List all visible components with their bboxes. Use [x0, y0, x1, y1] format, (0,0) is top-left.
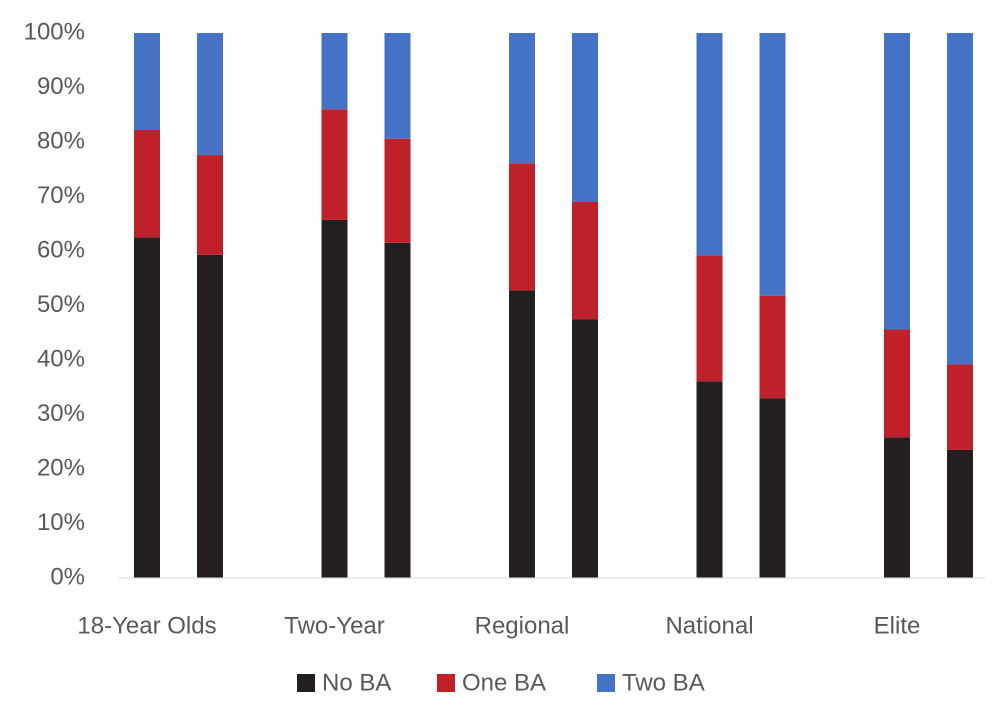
- bar-segment: [947, 364, 973, 450]
- bar-segment: [384, 138, 411, 243]
- x-tick-label: Regional: [475, 612, 570, 639]
- legend-label: One BA: [462, 669, 546, 696]
- bar-segment: [197, 155, 223, 255]
- y-tick-label: 40%: [37, 345, 85, 372]
- bar-segment: [509, 163, 535, 291]
- legend-swatch: [597, 674, 615, 692]
- y-tick-label: 20%: [37, 454, 85, 481]
- bar-segment: [759, 398, 786, 578]
- y-tick-label: 70%: [37, 182, 85, 209]
- y-tick-label: 90%: [37, 73, 85, 100]
- bar-segment: [759, 33, 786, 296]
- x-tick-label: 18-Year Olds: [77, 612, 216, 639]
- y-tick-label: 0%: [50, 563, 85, 590]
- bar-segment: [134, 33, 160, 131]
- y-tick-label: 10%: [37, 509, 85, 536]
- bar-segment: [134, 130, 160, 238]
- bar-segment: [509, 33, 535, 164]
- bar-segment: [947, 33, 973, 365]
- y-tick-label: 50%: [37, 291, 85, 318]
- bar-segment: [572, 319, 598, 578]
- x-tick-label: Elite: [874, 612, 921, 639]
- bar-segment: [384, 242, 411, 578]
- bar-segment: [572, 33, 598, 202]
- bar-segment: [134, 237, 160, 578]
- legend-label: No BA: [322, 669, 391, 696]
- y-tick-label: 60%: [37, 236, 85, 263]
- y-tick-label: 30%: [37, 400, 85, 427]
- x-tick-label: National: [665, 612, 753, 639]
- bar-segment: [884, 437, 910, 578]
- bar-segment: [884, 33, 910, 330]
- bar-segment: [696, 33, 723, 256]
- bar-segment: [572, 201, 598, 320]
- y-tick-label: 100%: [24, 18, 85, 45]
- bar-segment: [321, 33, 348, 110]
- bar-segment: [509, 290, 535, 578]
- bar-segment: [947, 449, 973, 578]
- bar-segment: [197, 33, 223, 156]
- y-tick-label: 80%: [37, 127, 85, 154]
- x-tick-label: Two-Year: [284, 612, 385, 639]
- bar-segment: [384, 33, 411, 139]
- bar-segment: [884, 329, 910, 438]
- bar-segment: [321, 219, 348, 578]
- legend-swatch: [437, 674, 455, 692]
- legend-swatch: [297, 674, 315, 692]
- bar-segment: [197, 254, 223, 578]
- legend-label: Two BA: [622, 669, 705, 696]
- bar-segment: [321, 109, 348, 220]
- bar-segment: [759, 295, 786, 399]
- bar-segment: [696, 381, 723, 578]
- bar-segment: [696, 255, 723, 382]
